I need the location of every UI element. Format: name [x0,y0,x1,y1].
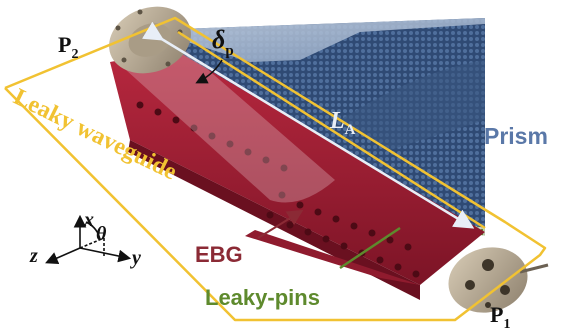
length-arrow [141,21,475,229]
label-prism: Prism [484,123,548,149]
label-p1: P1 [490,302,510,332]
label-p2: P2 [58,32,78,62]
axis-theta-label: θ [96,223,107,245]
axis-x-label: x [83,209,94,231]
coordinate-axes [45,214,132,265]
label-delta-p: δp [212,25,234,59]
label-ebg: EBG [195,242,243,267]
label-leaky-pins: Leaky-pins [205,285,320,310]
ebg-pointer [257,209,304,239]
axis-y-label: y [130,247,141,269]
flange-p1 [448,247,549,313]
axis-z-label: z [29,245,38,267]
label-length: LA [329,108,356,138]
leaky-pins-pointer [339,226,401,270]
delta-p-arrow [195,59,223,84]
